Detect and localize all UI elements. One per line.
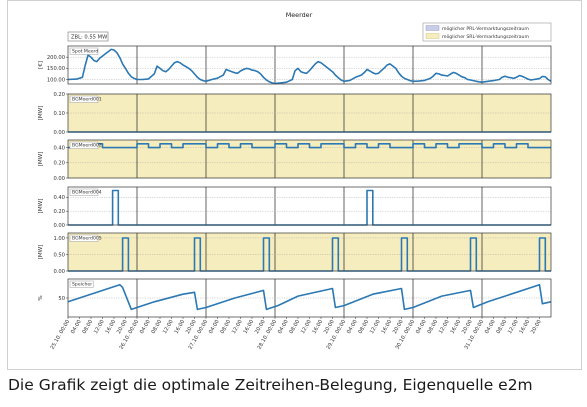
chart-title: Meerder xyxy=(286,11,313,19)
x-tick-label: 20:00 xyxy=(530,319,543,335)
y-tick-label: 0.20 xyxy=(53,92,65,98)
panel-frame xyxy=(67,186,552,226)
panel-title: Spot Meerd xyxy=(72,49,98,55)
zbl-box: ZBL: 0.55 MW xyxy=(67,31,109,42)
y-tick-label: 0.50 xyxy=(53,252,65,258)
panel-title: BGMoerd005 xyxy=(72,236,102,242)
panel-background xyxy=(68,46,551,84)
y-tick-label: 0.20 xyxy=(53,209,65,215)
x-tick-label: 25.10. 00:00 xyxy=(49,319,71,351)
panel-frame xyxy=(67,45,552,85)
y-tick-label: 100.00 xyxy=(47,77,65,83)
panel-title-box xyxy=(69,234,99,242)
chart-svg: Meerder ZBL: 0.55 MW möglicher PRL-Verma… xyxy=(38,11,552,351)
series-line xyxy=(68,143,551,149)
panel-title: Speicher xyxy=(72,282,92,288)
y-tick-label: 0.40 xyxy=(53,195,65,201)
panel-background xyxy=(68,233,551,271)
panel-title: BGMoerd002 xyxy=(72,143,102,149)
panel-title: BGMoerd004 xyxy=(72,190,102,196)
y-axis-label: [MW] xyxy=(38,199,44,214)
y-tick-label: 50 xyxy=(58,296,65,302)
y-tick-label: 0.40 xyxy=(53,145,65,151)
y-axis-label: [€] xyxy=(38,61,44,69)
y-tick-label: 0.10 xyxy=(53,111,65,117)
y-tick-label: 150.00 xyxy=(47,66,65,72)
y-tick-label: 0.00 xyxy=(53,269,65,275)
legend-frame xyxy=(422,22,552,42)
panel-title-box xyxy=(69,188,99,196)
panel-Speicher: 50 Speicher% xyxy=(38,278,552,318)
panel-BGMoerd001: 0.00 0.10 0.20 BGMoerd001 [MW] xyxy=(38,92,552,136)
panel-frame xyxy=(67,139,552,179)
y-tick-label: 0.00 xyxy=(53,130,65,136)
y-tick-label: 0.00 xyxy=(53,223,65,229)
panel-title: BGMoerd001 xyxy=(72,97,102,103)
legend-label-srl: möglicher SRL-Vermarktungszeitraum xyxy=(442,34,529,40)
panel-BGMoerd005: 0.00 0.50 1.00 BGMoerd005 [MW] xyxy=(38,232,552,275)
figure-caption: Die Grafik zeigt die optimale Zeitreihen… xyxy=(8,376,533,394)
y-axis-label: % xyxy=(38,295,44,300)
panel-title-box xyxy=(69,141,99,149)
panel-BGMoerd004: 0.00 0.20 0.40 BGMoerd004 [MW] xyxy=(38,186,552,229)
y-tick-label: 200.00 xyxy=(47,55,65,61)
legend: möglicher PRL-Vermarktungszeitraum mögli… xyxy=(422,22,552,42)
legend-label-prl: möglicher PRL-Vermarktungszeitraum xyxy=(442,26,529,32)
panel-Spot Meerd: 100.00 150.00 200.00 Spot Meerd [€] xyxy=(38,45,552,85)
zbl-box-frame xyxy=(67,31,109,42)
y-tick-label: 0.00 xyxy=(53,176,65,182)
y-axis-label: [MW] xyxy=(38,106,44,121)
panel-background xyxy=(68,94,551,132)
panel-background xyxy=(68,187,551,225)
panel-frame xyxy=(67,93,552,133)
panel-background xyxy=(68,279,551,317)
zbl-label: ZBL: 0.55 MW xyxy=(71,35,107,41)
panel-BGMoerd002: 0.00 0.20 0.40 BGMoerd002 [MW] xyxy=(38,139,552,182)
panel-title-box xyxy=(69,47,99,55)
panel-frame xyxy=(67,232,552,272)
y-axis-label: [MW] xyxy=(38,245,44,260)
legend-swatch-prl xyxy=(425,25,440,31)
legend-swatch-srl xyxy=(425,33,440,39)
x-axis: 25.10. 00:0004:0008:0012:0016:0020:0026.… xyxy=(49,317,543,351)
y-tick-label: 0.20 xyxy=(53,161,65,167)
panel-title-box xyxy=(69,280,94,288)
panel-title-box xyxy=(69,95,99,103)
chart-figure: Meerder ZBL: 0.55 MW möglicher PRL-Verma… xyxy=(7,0,582,370)
y-axis-label: [MW] xyxy=(38,152,44,167)
series-line xyxy=(67,48,552,85)
y-tick-label: 1.00 xyxy=(53,236,65,242)
series-line xyxy=(67,283,552,311)
